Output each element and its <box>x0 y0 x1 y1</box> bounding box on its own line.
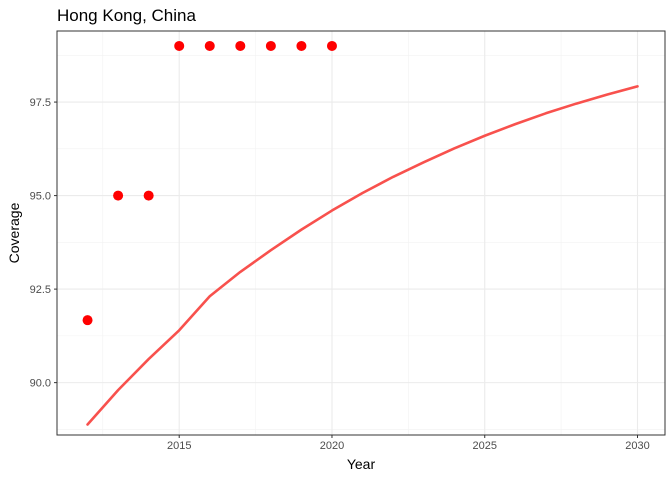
data-point <box>326 40 337 51</box>
data-point <box>235 40 246 51</box>
x-tick-label: 2020 <box>320 440 344 452</box>
x-tick-label: 2025 <box>472 440 496 452</box>
data-point <box>82 315 93 326</box>
data-point <box>204 40 215 51</box>
minor-gridlines <box>57 31 665 435</box>
data-point <box>265 40 276 51</box>
plot-panel <box>57 31 665 435</box>
y-axis: 90.0 92.5 95.0 97.5 <box>30 97 57 390</box>
major-gridlines <box>57 31 665 435</box>
y-tick-label: 95.0 <box>30 191 51 203</box>
x-axis: 2015 2020 2025 2030 <box>167 435 650 452</box>
x-tick-label: 2015 <box>167 440 191 452</box>
x-tick-label: 2030 <box>625 440 649 452</box>
plot-border <box>56 30 666 436</box>
y-tick-label: 97.5 <box>30 97 51 109</box>
y-tick-label: 90.0 <box>30 378 51 390</box>
chart-title: Hong Kong, China <box>57 6 196 25</box>
y-axis-title: Coverage <box>6 202 22 263</box>
x-axis-title: Year <box>347 456 376 472</box>
data-point <box>143 190 154 201</box>
data-point <box>174 40 185 51</box>
data-point <box>296 40 307 51</box>
y-tick-label: 92.5 <box>30 284 51 296</box>
series-layer <box>82 40 639 426</box>
data-point <box>113 190 124 201</box>
trend-line <box>86 85 639 426</box>
